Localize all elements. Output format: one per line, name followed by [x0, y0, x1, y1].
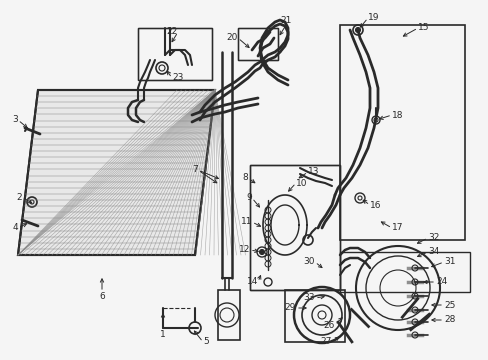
Text: 18: 18 [391, 111, 403, 120]
Text: 6: 6 [99, 292, 104, 301]
Text: 1: 1 [160, 330, 165, 339]
Text: 29: 29 [284, 303, 295, 312]
Bar [249, 165, 339, 290]
Text: 33: 33 [303, 293, 314, 302]
Text: 10: 10 [295, 179, 307, 188]
Text: 7: 7 [192, 166, 198, 175]
Text: 28: 28 [443, 315, 454, 324]
Bar [138, 28, 212, 80]
Text: 20: 20 [226, 33, 238, 42]
Bar [339, 252, 469, 292]
Text: 22: 22 [166, 27, 178, 36]
Text: 27: 27 [320, 338, 331, 346]
Text: 25: 25 [443, 301, 454, 310]
Bar [218, 290, 240, 340]
Bar [339, 25, 464, 240]
Text: 11: 11 [240, 217, 251, 226]
Text: 5: 5 [203, 338, 208, 346]
Bar [238, 28, 278, 60]
Circle shape [355, 27, 360, 32]
Bar [249, 165, 339, 290]
Bar [238, 28, 278, 60]
Text: 12: 12 [238, 246, 249, 255]
Polygon shape [18, 90, 215, 255]
Text: 2: 2 [16, 193, 22, 202]
Text: 8: 8 [242, 174, 247, 183]
Text: 30: 30 [303, 257, 314, 266]
Text: 21: 21 [280, 16, 291, 25]
Text: 26: 26 [323, 320, 334, 329]
Bar [138, 28, 212, 80]
Text: 3: 3 [12, 116, 18, 125]
Text: 16: 16 [369, 201, 381, 210]
Circle shape [259, 249, 264, 255]
Text: 31: 31 [443, 257, 454, 266]
Text: 34: 34 [427, 248, 439, 256]
Text: 13: 13 [307, 167, 319, 176]
Text: 19: 19 [367, 13, 379, 22]
Text: 15: 15 [417, 23, 428, 32]
Text: 32: 32 [427, 234, 439, 243]
Text: 14: 14 [246, 278, 258, 287]
Text: 24: 24 [435, 278, 447, 287]
Text: 9: 9 [246, 194, 251, 202]
Bar [285, 290, 345, 342]
Text: 4: 4 [12, 224, 18, 233]
Text: 23: 23 [172, 73, 183, 82]
Text: 17: 17 [391, 224, 403, 233]
